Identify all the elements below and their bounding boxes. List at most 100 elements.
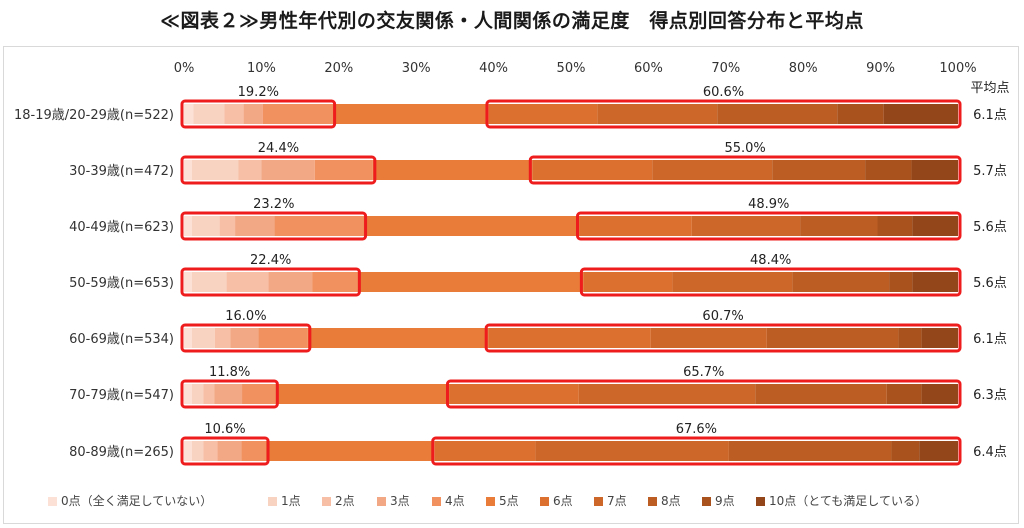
- legend-label: 4点: [445, 494, 465, 508]
- x-tick-label: 50%: [557, 61, 586, 76]
- legend-swatch: [432, 497, 441, 506]
- legend-label: 5点: [499, 494, 519, 508]
- bar-segment: [184, 328, 192, 348]
- bar-segment: [837, 104, 884, 124]
- bar-segment: [883, 104, 958, 124]
- category-label: 30-39歳(n=472): [69, 164, 174, 179]
- low-score-highlight: [180, 155, 377, 185]
- bar-segment: [191, 272, 227, 292]
- high-score-highlight: [576, 211, 962, 241]
- bar-segment: [332, 104, 489, 124]
- bar-segment: [235, 216, 275, 236]
- low-score-highlight: [180, 323, 312, 353]
- x-tick-label: 30%: [402, 61, 431, 76]
- bar-segment: [241, 441, 267, 461]
- average-score: 5.7点: [973, 164, 1007, 179]
- low-score-highlight: [180, 436, 270, 466]
- bar-segment: [877, 216, 913, 236]
- bar-segment: [865, 160, 912, 180]
- x-tick-label: 20%: [324, 61, 353, 76]
- high-score-highlight: [431, 436, 962, 466]
- bar-segment: [203, 441, 218, 461]
- bar-segment: [652, 160, 773, 180]
- legend-label: 8点: [661, 494, 681, 508]
- bar-segment: [372, 160, 533, 180]
- bar-segment: [886, 384, 922, 404]
- bar-segment: [579, 216, 692, 236]
- legend-swatch: [648, 497, 657, 506]
- bar-segment: [800, 216, 878, 236]
- bar-segment: [532, 160, 653, 180]
- bar-segment: [193, 104, 225, 124]
- bar-segment: [191, 384, 204, 404]
- category-label: 70-79歳(n=547): [69, 388, 174, 403]
- legend-swatch: [48, 497, 57, 506]
- bar-segment: [184, 216, 192, 236]
- low-score-percent: 11.8%: [209, 365, 250, 380]
- bar-segment: [217, 441, 242, 461]
- bar-segment: [891, 441, 920, 461]
- legend-swatch: [322, 497, 331, 506]
- bar-segment: [314, 160, 373, 180]
- bar-segment: [312, 272, 358, 292]
- bar-segment: [184, 160, 192, 180]
- high-score-percent: 67.6%: [676, 422, 717, 437]
- low-score-percent: 24.4%: [258, 141, 299, 156]
- bar-segment: [226, 272, 269, 292]
- chart-title: ≪図表２≫男性年代別の交友関係・人間関係の満足度 得点別回答分布と平均点: [160, 10, 864, 32]
- bar-segment: [191, 216, 220, 236]
- legend-label: 1点: [281, 494, 301, 508]
- x-tick-label: 0%: [174, 61, 195, 76]
- legend-swatch: [486, 497, 495, 506]
- high-score-percent: 48.4%: [750, 253, 791, 268]
- bar-segment: [184, 384, 192, 404]
- high-score-percent: 48.9%: [748, 197, 789, 212]
- average-score: 6.1点: [973, 332, 1007, 347]
- bar-segment: [488, 328, 651, 348]
- legend-label: 10点（とても満足している）: [769, 494, 927, 508]
- low-score-highlight: [180, 99, 337, 129]
- legend-label: 0点（全く満足していない）: [61, 493, 212, 508]
- low-score-highlight: [180, 379, 279, 409]
- chart-frame: [3, 46, 1019, 524]
- average-score: 5.6点: [973, 220, 1007, 235]
- bar-segment: [238, 160, 262, 180]
- high-score-percent: 60.7%: [702, 309, 743, 324]
- x-tick-label: 40%: [479, 61, 508, 76]
- bar-segment: [363, 216, 580, 236]
- bar-segment: [755, 384, 887, 404]
- bar-segment: [691, 216, 801, 236]
- bar-segment: [766, 328, 899, 348]
- high-score-percent: 60.6%: [703, 85, 744, 100]
- bar-segment: [214, 384, 243, 404]
- legend-swatch: [268, 497, 277, 506]
- average-score: 6.4点: [973, 445, 1007, 460]
- x-tick-label: 60%: [634, 61, 663, 76]
- bar-segment: [191, 441, 204, 461]
- legend-label: 2点: [335, 494, 355, 508]
- bar-segment: [191, 328, 215, 348]
- bar-segment: [203, 384, 215, 404]
- bar-segment: [650, 328, 767, 348]
- bar-segment: [258, 328, 308, 348]
- bar-segment: [274, 216, 364, 236]
- legend-swatch: [702, 497, 711, 506]
- bar-segment: [307, 328, 489, 348]
- bar-segment: [921, 328, 958, 348]
- legend-label: 3点: [390, 494, 410, 508]
- average-header: 平均点: [970, 81, 1009, 96]
- bar-segment: [717, 104, 838, 124]
- legend-swatch: [756, 497, 765, 506]
- bar-segment: [434, 441, 536, 461]
- x-tick-label: 70%: [711, 61, 740, 76]
- low-score-highlight: [180, 211, 368, 241]
- category-label: 60-69歳(n=534): [69, 332, 174, 347]
- x-tick-label: 80%: [789, 61, 818, 76]
- bar-segment: [266, 441, 435, 461]
- bar-segment: [919, 441, 958, 461]
- bar-segment: [898, 328, 922, 348]
- bar-segment: [911, 160, 958, 180]
- bar-segment: [230, 328, 259, 348]
- bar-segment: [889, 272, 913, 292]
- average-score: 6.3点: [973, 388, 1007, 403]
